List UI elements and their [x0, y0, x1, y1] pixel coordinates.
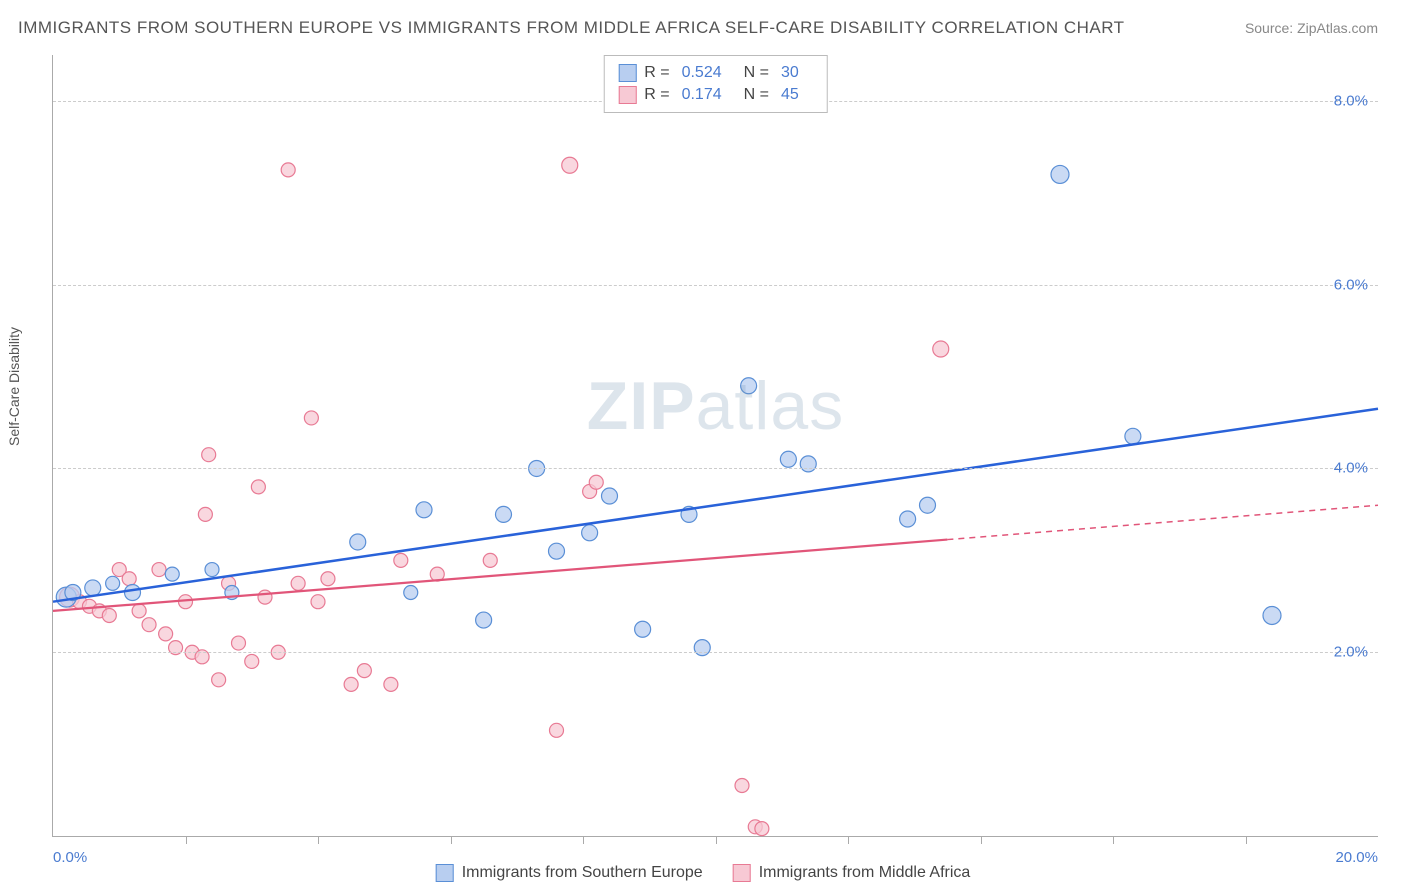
chart-title: IMMIGRANTS FROM SOUTHERN EUROPE VS IMMIG… [18, 18, 1125, 38]
data-point [357, 664, 371, 678]
legend-row-series-2: R = 0.174 N = 45 [618, 84, 813, 106]
data-point [416, 502, 432, 518]
data-point [1125, 428, 1141, 444]
data-point [152, 563, 166, 577]
y-tick-label: 2.0% [1334, 644, 1368, 661]
data-point [741, 378, 757, 394]
bottom-swatch-1 [436, 864, 454, 882]
x-tick-label: 20.0% [1335, 849, 1378, 866]
r-label-1: R = [644, 64, 669, 82]
data-point [550, 723, 564, 737]
r-value-2: 0.174 [682, 86, 722, 104]
data-point [344, 677, 358, 691]
data-point [132, 604, 146, 618]
r-label-2: R = [644, 86, 669, 104]
data-point [1263, 606, 1281, 624]
data-point [920, 497, 936, 513]
data-point [404, 586, 418, 600]
x-tick [451, 836, 452, 844]
data-point [212, 673, 226, 687]
data-point [311, 595, 325, 609]
correlation-legend: R = 0.524 N = 30 R = 0.174 N = 45 [603, 55, 828, 113]
gridline [53, 468, 1378, 469]
data-point [106, 576, 120, 590]
source-label: Source: ZipAtlas.com [1245, 20, 1378, 36]
y-axis-label: Self-Care Disability [6, 327, 22, 446]
data-point [102, 608, 116, 622]
legend-swatch-2 [618, 86, 636, 104]
y-tick-label: 4.0% [1334, 460, 1368, 477]
data-point [780, 451, 796, 467]
trend-line [53, 540, 947, 611]
data-point [291, 576, 305, 590]
chart-svg [53, 55, 1378, 836]
data-point [755, 822, 769, 836]
data-point [159, 627, 173, 641]
data-point [800, 456, 816, 472]
data-point [900, 511, 916, 527]
x-tick [318, 836, 319, 844]
y-tick-label: 6.0% [1334, 276, 1368, 293]
x-tick [583, 836, 584, 844]
data-point [602, 488, 618, 504]
data-point [1051, 165, 1069, 183]
data-point [496, 506, 512, 522]
n-label-2: N = [744, 86, 769, 104]
bottom-label-1: Immigrants from Southern Europe [462, 864, 703, 882]
x-tick [848, 836, 849, 844]
data-point [694, 640, 710, 656]
data-point [933, 341, 949, 357]
y-tick-label: 8.0% [1334, 92, 1368, 109]
data-point [483, 553, 497, 567]
x-tick [716, 836, 717, 844]
data-point [122, 572, 136, 586]
data-point [635, 621, 651, 637]
bottom-legend: Immigrants from Southern Europe Immigran… [436, 864, 971, 882]
data-point [476, 612, 492, 628]
x-tick [1113, 836, 1114, 844]
data-point [281, 163, 295, 177]
data-point [251, 480, 265, 494]
n-value-2: 45 [781, 86, 799, 104]
data-point [562, 157, 578, 173]
data-point [304, 411, 318, 425]
data-point [142, 618, 156, 632]
data-point [582, 525, 598, 541]
data-point [549, 543, 565, 559]
x-tick-label: 0.0% [53, 849, 87, 866]
data-point [125, 585, 141, 601]
r-value-1: 0.524 [682, 64, 722, 82]
n-value-1: 30 [781, 64, 799, 82]
legend-row-series-1: R = 0.524 N = 30 [618, 62, 813, 84]
data-point [205, 563, 219, 577]
data-point [198, 507, 212, 521]
data-point [321, 572, 335, 586]
data-point [384, 677, 398, 691]
x-tick [1246, 836, 1247, 844]
data-point [85, 580, 101, 596]
bottom-label-2: Immigrants from Middle Africa [759, 864, 971, 882]
plot-area: ZIPatlas R = 0.524 N = 30 R = 0.174 N = … [52, 55, 1378, 837]
gridline [53, 285, 1378, 286]
data-point [245, 654, 259, 668]
x-tick [186, 836, 187, 844]
trend-line [53, 409, 1378, 602]
data-point [589, 475, 603, 489]
data-point [202, 448, 216, 462]
data-point [165, 567, 179, 581]
gridline [53, 652, 1378, 653]
n-label-1: N = [744, 64, 769, 82]
bottom-swatch-2 [733, 864, 751, 882]
bottom-legend-item-1: Immigrants from Southern Europe [436, 864, 703, 882]
trend-line-dashed [947, 505, 1378, 539]
data-point [350, 534, 366, 550]
data-point [232, 636, 246, 650]
bottom-legend-item-2: Immigrants from Middle Africa [733, 864, 971, 882]
data-point [394, 553, 408, 567]
x-tick [981, 836, 982, 844]
legend-swatch-1 [618, 64, 636, 82]
data-point [258, 590, 272, 604]
data-point [735, 778, 749, 792]
